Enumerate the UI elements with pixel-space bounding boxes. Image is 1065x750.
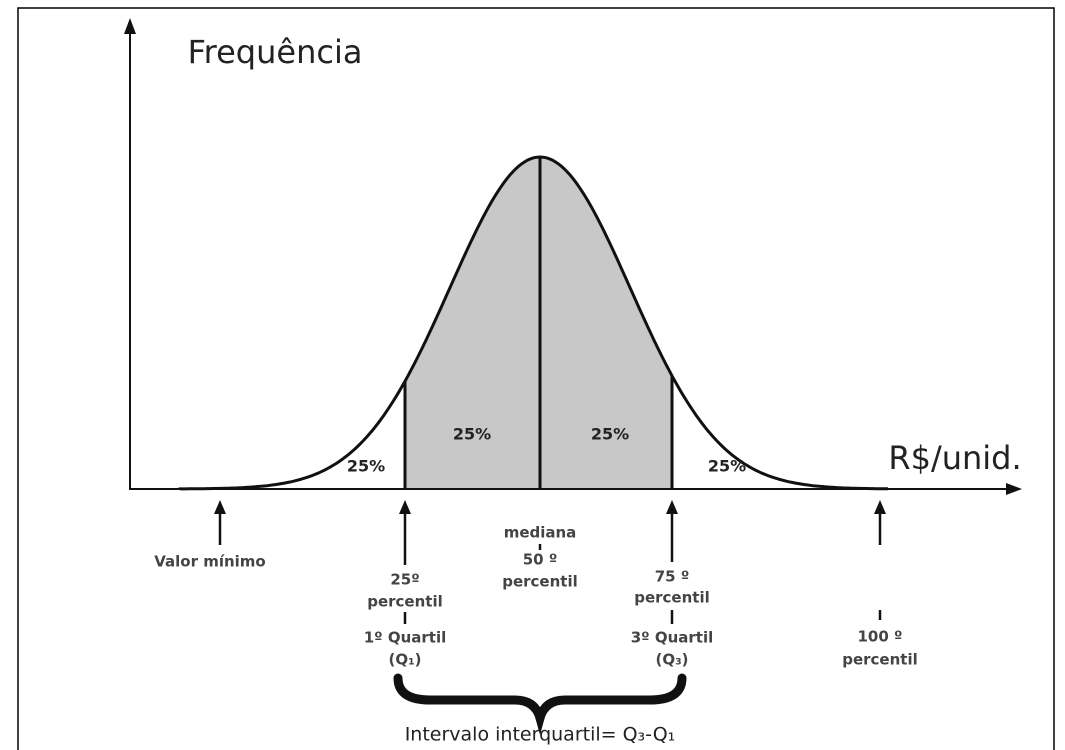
maximum-label: percentil	[842, 651, 918, 669]
minimum-label: Valor mínimo	[154, 553, 266, 571]
interval-label: Intervalo interquartil= Q₃-Q₁	[405, 724, 676, 746]
region-label: 25%	[708, 457, 746, 476]
region-label: 25%	[453, 425, 491, 444]
q1-label: 1º Quartil	[364, 629, 447, 647]
frame	[17, 7, 1055, 750]
q3-label: 75 º	[655, 568, 690, 586]
q3-label: 3º Quartil	[631, 629, 714, 647]
interval-brace	[393, 673, 687, 735]
bell-curve	[178, 155, 888, 491]
pointer-arrows	[218, 512, 882, 624]
median-label: mediana	[504, 524, 577, 542]
q3-label: (Q₃)	[655, 651, 688, 669]
q1-label: 25º	[390, 571, 419, 589]
y-axis-label: Frequência	[188, 33, 363, 71]
q1-label: (Q₁)	[388, 651, 421, 669]
region-label: 25%	[347, 457, 385, 476]
q1-label: percentil	[367, 593, 443, 611]
maximum-label: 100 º	[858, 628, 903, 646]
region-label: 25%	[591, 425, 629, 444]
q3-label: percentil	[634, 589, 710, 607]
median-label: percentil	[502, 573, 578, 591]
arrow-heads	[214, 500, 886, 514]
x-axis-label: R$/unid.	[888, 439, 1021, 477]
median-label: 50 º	[523, 551, 558, 569]
x-arrow	[1006, 483, 1022, 495]
quartile-lines	[403, 157, 674, 489]
y-arrow	[124, 18, 136, 34]
